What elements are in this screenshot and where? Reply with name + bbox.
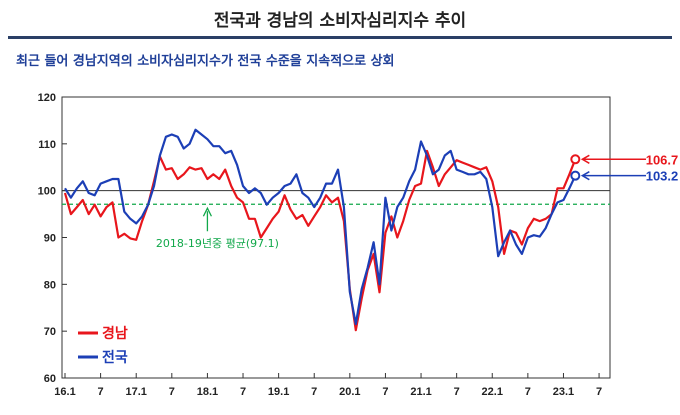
y-axis: 60 70 80 90 100 110 120 bbox=[38, 92, 67, 385]
x-tick-label: 7 bbox=[525, 386, 531, 398]
x-axis: 16.1 7 17.1 7 18.1 7 19.1 7 20.1 7 21.1 7 22.1 7 23.1 7 bbox=[54, 373, 602, 398]
x-tick-label: 7 bbox=[596, 386, 602, 398]
x-tick-label: 7 bbox=[98, 386, 104, 398]
x-tick-label: 7 bbox=[311, 386, 317, 398]
series-end-marker bbox=[570, 154, 581, 165]
y-tick-label: 110 bbox=[38, 139, 56, 151]
y-tick-label: 70 bbox=[44, 326, 56, 338]
chart-subtitle: 최근 들어 경남지역의 소비자심리지수가 전국 수준을 지속적으로 상회 bbox=[16, 54, 395, 69]
end-label-arrow-head bbox=[580, 171, 590, 181]
x-tick-label: 16.1 bbox=[54, 386, 75, 398]
average-label: 2018-19년중 평균(97.1) bbox=[156, 237, 279, 250]
title-divider bbox=[8, 36, 672, 39]
x-tick-label: 19.1 bbox=[268, 386, 289, 398]
legend-label: 경남 bbox=[102, 325, 128, 342]
y-tick-label: 120 bbox=[38, 92, 56, 104]
x-tick-label: 21.1 bbox=[410, 386, 431, 398]
series-end-label: 106.7 bbox=[646, 152, 679, 167]
series-group bbox=[63, 128, 577, 332]
end-labels: 106.7 103.2 bbox=[570, 152, 679, 184]
series-line bbox=[63, 149, 577, 332]
y-tick-label: 80 bbox=[44, 279, 56, 291]
legend-label: 전국 bbox=[102, 349, 128, 366]
x-tick-label: 22.1 bbox=[482, 386, 503, 398]
series-end-label: 103.2 bbox=[646, 169, 679, 184]
average-annotation: 2018-19년중 평균(97.1) bbox=[156, 206, 279, 250]
x-tick-label: 20.1 bbox=[339, 386, 360, 398]
end-label-arrow-head bbox=[580, 154, 590, 164]
series-end-marker bbox=[570, 170, 581, 181]
average-arrow-head bbox=[202, 206, 212, 217]
x-tick-label: 23.1 bbox=[553, 386, 574, 398]
y-tick-label: 60 bbox=[44, 373, 56, 385]
x-tick-label: 7 bbox=[240, 386, 246, 398]
x-tick-label: 7 bbox=[454, 386, 460, 398]
x-tick-label: 7 bbox=[382, 386, 388, 398]
x-tick-label: 18.1 bbox=[197, 386, 218, 398]
x-tick-label: 7 bbox=[169, 386, 175, 398]
chart-title: 전국과 경남의 소비자심리지수 추이 bbox=[213, 11, 467, 31]
y-tick-label: 90 bbox=[44, 233, 56, 245]
x-tick-label: 17.1 bbox=[125, 386, 146, 398]
series-line bbox=[64, 128, 577, 326]
y-tick-label: 100 bbox=[38, 186, 56, 198]
